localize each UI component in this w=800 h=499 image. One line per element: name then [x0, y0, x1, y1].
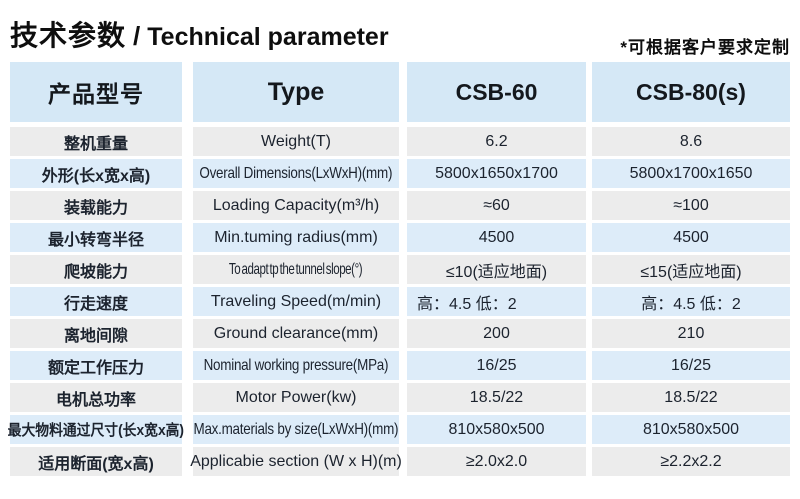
param-label-cn: 额定工作压力	[10, 351, 182, 380]
value-csb80: ≈100	[592, 191, 790, 220]
table-row-motor-power: 电机总功率 Motor Power(kw) 18.5/22 18.5/22	[10, 383, 790, 412]
value-csb60: 4500	[407, 223, 586, 252]
table-row-loading-capacity: 装载能力 Loading Capacity(m³/h) ≈60 ≈100	[10, 191, 790, 220]
param-label-cn: 离地间隙	[10, 319, 182, 348]
param-label-cn: 电机总功率	[10, 383, 182, 412]
value-csb80: 8.6	[592, 127, 790, 156]
table-row-traveling-speed: 行走速度 Traveling Speed(m/min) 高：4.5 低：2 高：…	[10, 287, 790, 316]
header-product-model-cn: 产品型号	[10, 62, 182, 122]
param-label-en: Max.materials by size(LxWxH)(mm)	[193, 415, 399, 444]
value-csb80: 810x580x500	[592, 415, 790, 444]
param-label-cn-text: 最大物料通过尺寸(长x宽x高)	[7, 422, 185, 439]
table-row-min-turning-radius: 最小转弯半径 Min.tuming radius(mm) 4500 4500	[10, 223, 790, 252]
value-csb60: ≥2.0x2.0	[407, 447, 586, 476]
param-label-en: Motor Power(kw)	[193, 383, 399, 412]
header-type: Type	[193, 62, 399, 122]
table-row-ground-clearance: 离地间隙 Ground clearance(mm) 200 210	[10, 319, 790, 348]
param-label-en: Loading Capacity(m³/h)	[193, 191, 399, 220]
table-header-row: 产品型号 Type CSB-60 CSB-80(s)	[10, 62, 790, 122]
param-label-en-text: Nominal working pressure(MPa)	[203, 356, 389, 374]
value-csb60: 6.2	[407, 127, 586, 156]
value-csb80: 16/25	[592, 351, 790, 380]
param-label-en-text: Overall Dimensions(LxWxH)(mm)	[199, 164, 393, 182]
parameter-table: 产品型号 Type CSB-60 CSB-80(s) 整机重量 Weight(T…	[7, 62, 790, 479]
value-csb60: 200	[407, 319, 586, 348]
param-label-cn: 装载能力	[10, 191, 182, 220]
page-title-chinese: 技术参数	[10, 20, 127, 51]
value-csb60: 高：4.5 低：2	[407, 287, 586, 316]
param-label-cn: 最小转弯半径	[10, 223, 182, 252]
param-label-en: To adapt tp the tunnel slope(°)	[193, 255, 399, 284]
table-row-max-material-size: 最大物料通过尺寸(长x宽x高) Max.materials by size(Lx…	[7, 415, 790, 444]
table-row-weight: 整机重量 Weight(T) 6.2 8.6	[10, 127, 790, 156]
value-csb80: 5800x1700x1650	[592, 159, 790, 188]
value-csb80: 高：4.5 低：2	[592, 287, 790, 316]
param-label-cn: 适用断面(宽x高)	[10, 447, 182, 476]
value-csb60: ≤10(适应地面)	[407, 255, 586, 284]
page-title-english: Technical parameter	[147, 23, 389, 51]
value-csb80: 4500	[592, 223, 790, 252]
value-csb60: 5800x1650x1700	[407, 159, 586, 188]
param-label-en: Overall Dimensions(LxWxH)(mm)	[193, 159, 399, 188]
header-csb-60: CSB-60	[407, 62, 586, 122]
table-row-tunnel-slope: 爬坡能力 To adapt tp the tunnel slope(°) ≤10…	[10, 255, 790, 284]
value-csb60: ≈60	[407, 191, 586, 220]
param-label-cn: 最大物料通过尺寸(长x宽x高)	[7, 415, 185, 444]
param-label-cn: 外形(长x宽x高)	[10, 159, 182, 188]
param-label-cn: 整机重量	[10, 127, 182, 156]
param-label-en: Applicabie section (W x H)(m)	[190, 447, 402, 476]
value-csb60: 16/25	[407, 351, 586, 380]
param-label-cn: 爬坡能力	[10, 255, 182, 284]
page-title: 技术参数 / Technical parameter	[10, 14, 389, 54]
param-label-en: Min.tuming radius(mm)	[193, 223, 399, 252]
value-csb60: 810x580x500	[407, 415, 586, 444]
title-divider: /	[133, 21, 141, 51]
header-csb-80s: CSB-80(s)	[592, 62, 790, 122]
table-row-applicable-section: 适用断面(宽x高) Applicabie section (W x H)(m) …	[10, 447, 790, 476]
param-label-cn: 行走速度	[10, 287, 182, 316]
customization-note: *可根据客户要求定制	[620, 38, 790, 57]
param-label-en: Weight(T)	[193, 127, 399, 156]
value-csb60: 18.5/22	[407, 383, 586, 412]
table-row-overall-dimensions: 外形(长x宽x高) Overall Dimensions(LxWxH)(mm) …	[10, 159, 790, 188]
param-label-en-text: Max.materials by size(LxWxH)(mm)	[193, 420, 399, 438]
param-label-en: Nominal working pressure(MPa)	[193, 351, 399, 380]
table-row-nominal-working-pressure: 额定工作压力 Nominal working pressure(MPa) 16/…	[10, 351, 790, 380]
param-label-en: Ground clearance(mm)	[193, 319, 399, 348]
value-csb80: 210	[592, 319, 790, 348]
value-csb80: 18.5/22	[592, 383, 790, 412]
value-csb80: ≤15(适应地面)	[592, 255, 790, 284]
value-csb80: ≥2.2x2.2	[592, 447, 790, 476]
param-label-en: Traveling Speed(m/min)	[193, 287, 399, 316]
param-label-en-text: To adapt tp the tunnel slope(°)	[229, 260, 363, 278]
